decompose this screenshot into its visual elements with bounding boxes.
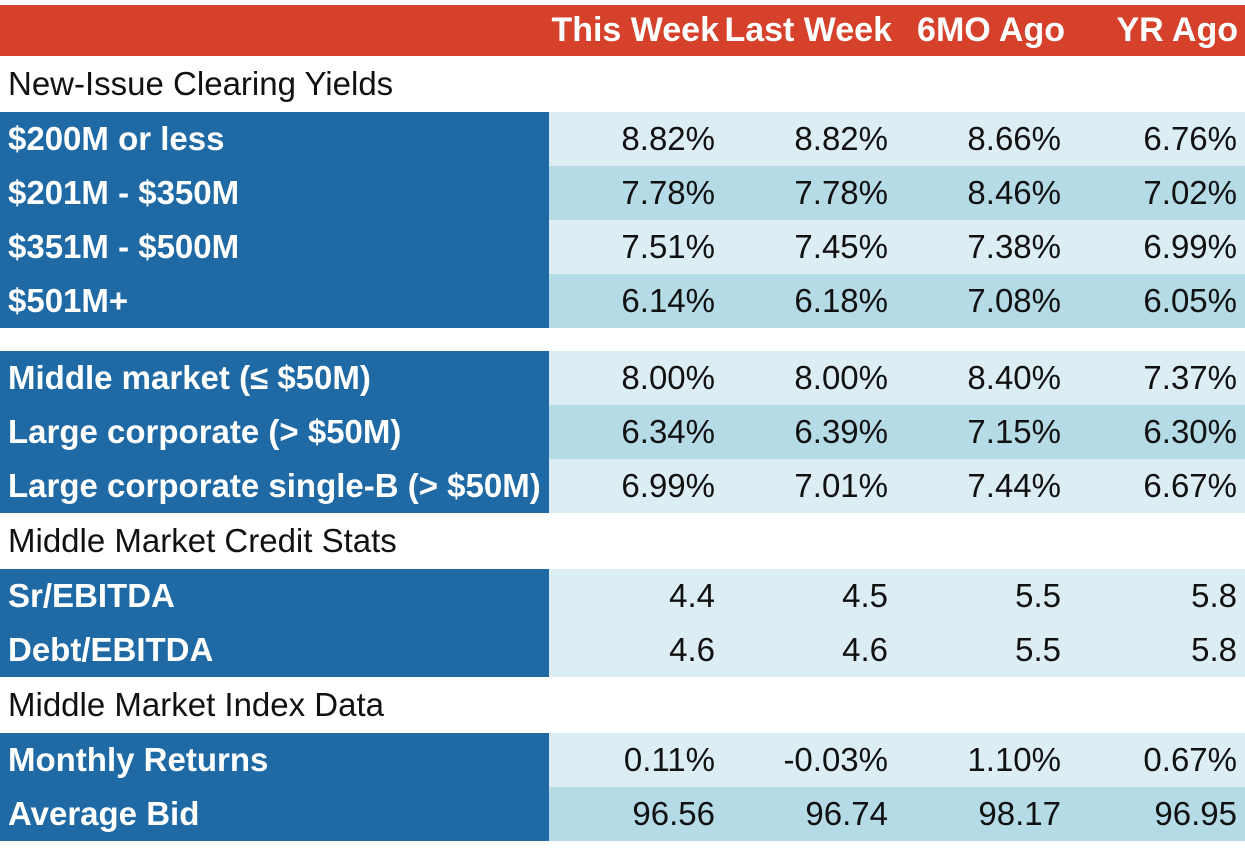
cell-yr-ago: 7.37% <box>1065 351 1245 405</box>
section-title: Middle Market Credit Stats <box>0 513 1245 569</box>
section-title: New-Issue Clearing Yields <box>0 56 1245 112</box>
cell-last-week: 8.82% <box>719 112 892 166</box>
row-label: Large corporate (> $50M) <box>0 405 549 459</box>
table-row: Average Bid 96.56 96.74 98.17 96.95 <box>0 787 1245 841</box>
cell-6mo-ago: 8.66% <box>892 112 1065 166</box>
table-row: Large corporate single-B (> $50M) 6.99% … <box>0 459 1245 513</box>
cell-last-week: 7.78% <box>719 166 892 220</box>
cell-yr-ago: 7.02% <box>1065 166 1245 220</box>
cell-6mo-ago: 8.40% <box>892 351 1065 405</box>
cell-this-week: 0.11% <box>549 733 719 787</box>
row-label: $501M+ <box>0 274 549 328</box>
cell-last-week: 7.01% <box>719 459 892 513</box>
cell-yr-ago: 0.67% <box>1065 733 1245 787</box>
cell-this-week: 6.34% <box>549 405 719 459</box>
table-row: Middle market (≤ $50M) 8.00% 8.00% 8.40%… <box>0 351 1245 405</box>
cell-last-week: 6.18% <box>719 274 892 328</box>
cell-6mo-ago: 98.17 <box>892 787 1065 841</box>
row-label: Average Bid <box>0 787 549 841</box>
cell-yr-ago: 6.99% <box>1065 220 1245 274</box>
cell-this-week: 8.00% <box>549 351 719 405</box>
header-6mo-ago: 6MO Ago <box>917 11 1065 49</box>
cell-this-week: 4.6 <box>549 623 719 677</box>
row-label: Monthly Returns <box>0 733 549 787</box>
cell-this-week: 6.99% <box>549 459 719 513</box>
cell-6mo-ago: 1.10% <box>892 733 1065 787</box>
header-yr-ago: YR Ago <box>1116 11 1238 49</box>
cell-last-week: 96.74 <box>719 787 892 841</box>
cell-6mo-ago: 5.5 <box>892 623 1065 677</box>
table-header: This Week Last Week 6MO Ago YR Ago <box>0 5 1245 56</box>
row-label: $200M or less <box>0 112 549 166</box>
cell-6mo-ago: 7.38% <box>892 220 1065 274</box>
cell-yr-ago: 5.8 <box>1065 569 1245 623</box>
table-row: $351M - $500M 7.51% 7.45% 7.38% 6.99% <box>0 220 1245 274</box>
table-row: Debt/EBITDA 4.6 4.6 5.5 5.8 <box>0 623 1245 677</box>
cell-6mo-ago: 7.44% <box>892 459 1065 513</box>
cell-yr-ago: 96.95 <box>1065 787 1245 841</box>
row-label: Sr/EBITDA <box>0 569 549 623</box>
cell-last-week: 7.45% <box>719 220 892 274</box>
table-row: $501M+ 6.14% 6.18% 7.08% 6.05% <box>0 274 1245 328</box>
cell-6mo-ago: 7.08% <box>892 274 1065 328</box>
cell-6mo-ago: 5.5 <box>892 569 1065 623</box>
table-row: Large corporate (> $50M) 6.34% 6.39% 7.1… <box>0 405 1245 459</box>
cell-last-week: 6.39% <box>719 405 892 459</box>
header-blank <box>0 5 549 56</box>
row-label: Debt/EBITDA <box>0 623 549 677</box>
cell-yr-ago: 6.67% <box>1065 459 1245 513</box>
cell-yr-ago: 6.76% <box>1065 112 1245 166</box>
row-label: Large corporate single-B (> $50M) <box>0 459 549 513</box>
table-row: Sr/EBITDA 4.4 4.5 5.5 5.8 <box>0 569 1245 623</box>
row-label: Middle market (≤ $50M) <box>0 351 549 405</box>
cell-last-week: 4.5 <box>719 569 892 623</box>
table-row: Monthly Returns 0.11% -0.03% 1.10% 0.67% <box>0 733 1245 787</box>
cell-yr-ago: 6.30% <box>1065 405 1245 459</box>
cell-this-week: 4.4 <box>549 569 719 623</box>
row-label: $351M - $500M <box>0 220 549 274</box>
cell-this-week: 8.82% <box>549 112 719 166</box>
cell-yr-ago: 6.05% <box>1065 274 1245 328</box>
row-divider <box>0 328 1245 351</box>
cell-last-week: 8.00% <box>719 351 892 405</box>
cell-last-week: -0.03% <box>719 733 892 787</box>
cell-this-week: 6.14% <box>549 274 719 328</box>
cell-this-week: 7.51% <box>549 220 719 274</box>
cell-this-week: 96.56 <box>549 787 719 841</box>
cell-yr-ago: 5.8 <box>1065 623 1245 677</box>
section-title: Middle Market Index Data <box>0 677 1245 733</box>
header-this-week: This Week <box>551 11 719 49</box>
cell-this-week: 7.78% <box>549 166 719 220</box>
header-last-week: Last Week <box>724 11 892 49</box>
table-row: $201M - $350M 7.78% 7.78% 8.46% 7.02% <box>0 166 1245 220</box>
cell-last-week: 4.6 <box>719 623 892 677</box>
cell-6mo-ago: 7.15% <box>892 405 1065 459</box>
row-label: $201M - $350M <box>0 166 549 220</box>
table-row: $200M or less 8.82% 8.82% 8.66% 6.76% <box>0 112 1245 166</box>
cell-6mo-ago: 8.46% <box>892 166 1065 220</box>
